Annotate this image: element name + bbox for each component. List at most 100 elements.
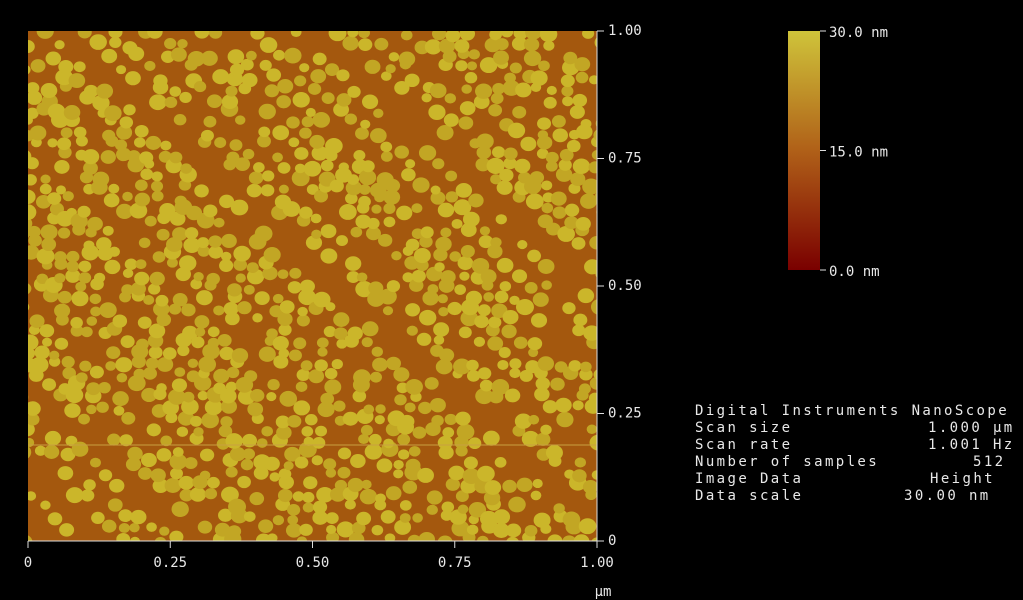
feature [412,513,423,523]
feature [458,256,474,270]
feature [40,500,50,509]
feature [512,106,526,119]
feature [572,237,586,250]
feature [278,162,291,174]
feature [345,500,356,510]
feature [454,39,469,52]
feature [130,510,146,524]
feature [175,196,187,207]
feature [439,348,454,362]
feature [64,105,81,120]
feature [563,511,581,527]
feature [153,251,166,262]
feature [287,515,298,525]
feature [573,400,584,410]
feature [349,533,365,547]
feature [284,48,301,64]
feature [405,379,423,395]
feature [94,273,105,283]
feature [200,471,211,481]
feature [127,150,140,162]
feature [312,455,323,465]
feature [197,237,209,248]
feature [543,400,558,413]
feature [81,489,95,501]
feature [146,358,159,370]
feature [138,316,152,328]
feature [227,525,241,537]
feature [383,306,393,315]
feature [528,415,539,425]
feature [12,390,29,405]
feature [146,136,162,150]
feature [295,456,309,468]
feature [273,336,289,351]
feature [108,184,119,194]
feature [501,325,516,339]
info-value: 1.001 Hz [928,437,1015,453]
feature [361,160,374,172]
feature [345,256,361,271]
feature [279,185,289,194]
feature [378,234,392,247]
feature [369,434,382,446]
feature [265,84,279,97]
feature [456,183,472,198]
feature [514,337,528,349]
feature [530,171,544,184]
feature [247,262,259,273]
feature [18,283,32,295]
feature [273,515,284,525]
feature [534,513,551,528]
feature [79,361,91,372]
feature [317,347,327,356]
feature [98,382,111,393]
feature [587,425,597,434]
info-value: Height [930,471,995,487]
feature [90,458,101,468]
feature [272,153,283,163]
feature [119,523,130,533]
feature [474,315,489,328]
feature [195,327,205,336]
feature [419,532,435,547]
feature [121,412,135,425]
feature [536,433,551,446]
feature [46,52,62,66]
feature [421,226,434,238]
feature [313,112,330,128]
feature [19,65,30,75]
feature [21,334,39,350]
feature [207,94,222,108]
feature [89,34,106,50]
feature [262,170,274,181]
feature [412,177,429,192]
feature [157,229,170,241]
feature [134,272,149,286]
feature [433,322,449,336]
feature [266,328,278,338]
feature [538,130,548,139]
feature [58,466,74,480]
feature [321,160,334,171]
feature [438,536,453,550]
feature [544,97,557,109]
feature [235,157,250,171]
feature [261,184,275,196]
feature [589,393,602,404]
feature [81,327,93,338]
feature [438,203,454,218]
feature [533,479,543,488]
feature [291,27,302,37]
feature [430,398,446,412]
feature [537,117,551,130]
feature [48,104,66,120]
feature [258,126,270,137]
feature [496,214,507,224]
feature [87,217,103,231]
feature [589,75,599,84]
feature [325,302,335,311]
feature [574,57,590,71]
feature [159,527,169,536]
feature [461,84,471,93]
